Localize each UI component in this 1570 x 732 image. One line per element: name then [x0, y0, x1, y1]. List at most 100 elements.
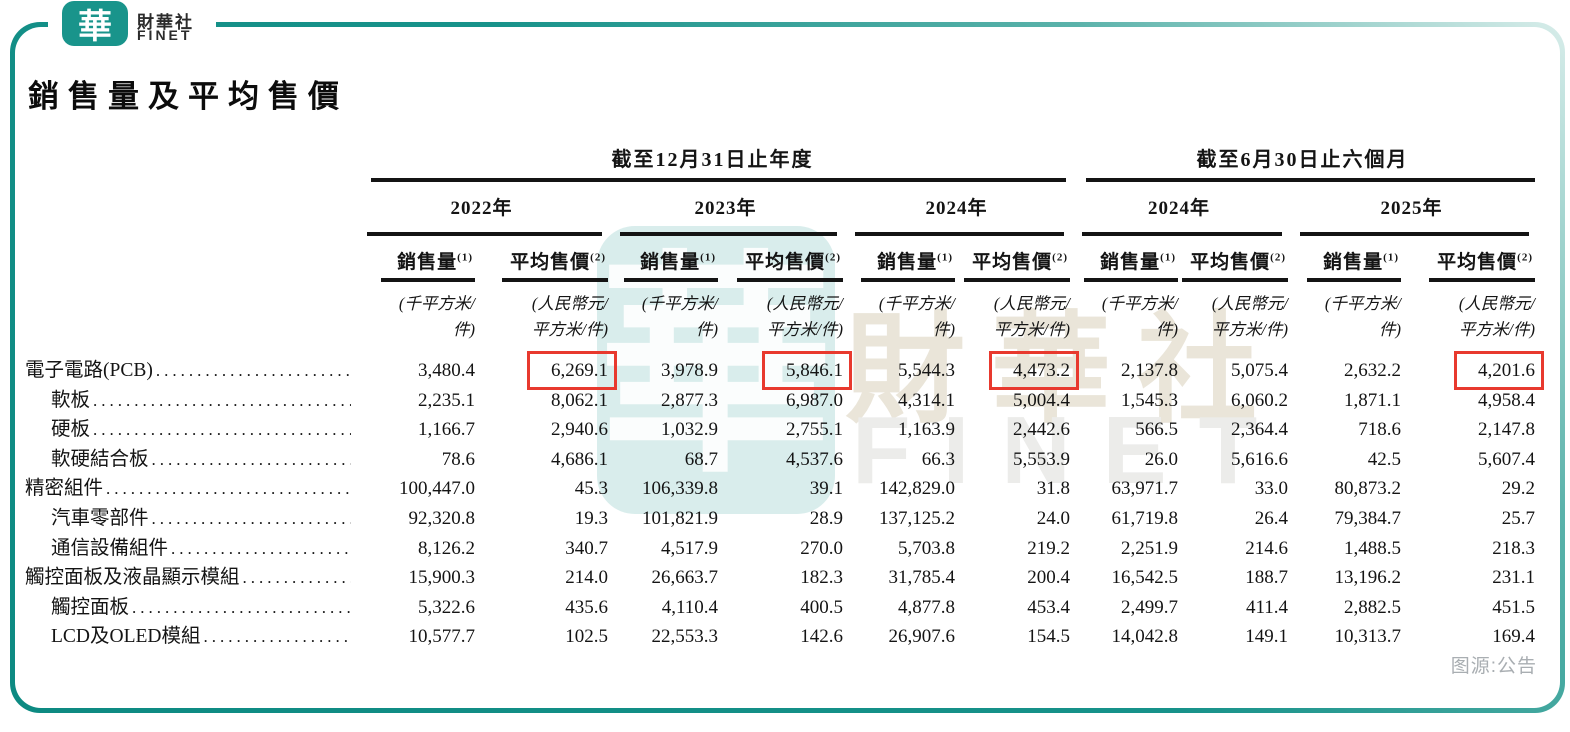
value-cell-r1-c3: 6,987.0	[786, 389, 843, 411]
col-header-volume: 銷售量(1)	[1288, 247, 1401, 274]
group-rule	[1086, 178, 1535, 182]
unit-volume: (千平方米/件)	[1288, 286, 1401, 356]
unit-price: (人民幣元/平方米/件)	[718, 286, 843, 356]
row-label: 電子電路(PCB)	[25, 356, 355, 386]
value-cell-r7-c6: 16,542.5	[1111, 567, 1179, 589]
column-rule	[1084, 278, 1178, 282]
value-cell-r2-c0: 1,166.7	[418, 419, 475, 441]
year-rule	[367, 232, 602, 236]
column-rule	[861, 278, 955, 282]
value-cell-r0-c9: 4,201.6	[1401, 351, 1544, 390]
col-header-label: 銷售量	[640, 252, 701, 273]
table-grid: 截至12月31日止年度 截至6月30日止六個月 2022年 2023年 2024…	[25, 140, 1544, 652]
unit-line: (人民幣元/	[1211, 294, 1288, 313]
watermark-brand-cn: 財華社	[845, 304, 1283, 437]
value-cell-r3-c3: 4,537.6	[786, 448, 843, 470]
value-cell-r4-c1: 45.3	[574, 478, 608, 500]
unit-line: 件)	[1379, 319, 1401, 339]
row-label: 軟板	[25, 386, 355, 416]
unit-line: (人民幣元/	[531, 294, 608, 313]
value-cell-r6-c1: 340.7	[565, 537, 608, 559]
unit-line: (人民幣元/	[1458, 294, 1535, 313]
row-label: 通信設備組件	[25, 534, 355, 564]
value-cell-r7-c8: 13,196.2	[1334, 567, 1402, 589]
row-label: 觸控面板及液晶顯示模組	[25, 563, 355, 593]
row-label: LCD及OLED模組	[25, 622, 355, 652]
col-header-label: 銷售量	[1100, 252, 1161, 273]
col-header-label: 平均售價	[1437, 252, 1518, 273]
unit-line: 平方米/件)	[766, 319, 843, 339]
watermark-brand-en: FINET	[852, 397, 1290, 504]
value-cell-r8-c9: 451.5	[1492, 596, 1535, 618]
col-header-label: 平均售價	[972, 252, 1053, 273]
value-cell-r5-c0: 92,320.8	[408, 507, 476, 529]
value-cell-r9-c8: 10,313.7	[1334, 626, 1402, 648]
unit-line: 平方米/件)	[1211, 319, 1288, 339]
year-rule	[1300, 232, 1529, 236]
year-header-2022: 2022年	[450, 197, 513, 219]
value-cell-r2-c3: 2,755.1	[786, 419, 843, 441]
dot-leader	[149, 504, 351, 534]
value-cell-r4-c2: 106,339.8	[642, 478, 718, 500]
image-source-note: 图源:公告	[1450, 656, 1537, 677]
value-cell-r2-c4: 1,163.9	[898, 419, 955, 441]
value-cell-r0-c8: 2,632.2	[1344, 360, 1401, 381]
value-cell-r4-c7: 33.0	[1254, 478, 1288, 500]
value-cell-r2-c6: 566.5	[1135, 419, 1178, 441]
unit-line: (千平方米/	[641, 294, 718, 313]
watermark-logo-glyph: 華	[598, 239, 834, 500]
col-header-footnote: (2)	[590, 251, 606, 264]
unit-line: (人民幣元/	[993, 294, 1070, 313]
value-cell-r9-c7: 149.1	[1245, 626, 1288, 648]
brand-name-en: FINET	[137, 27, 193, 43]
highlighted-value: 6,269.1	[527, 351, 617, 390]
value-cell-r0-c5: 4,473.2	[955, 351, 1079, 390]
dot-leader	[103, 474, 351, 504]
value-cell-r0-c4: 5,544.3	[898, 360, 955, 381]
year-header-2023: 2023年	[694, 197, 757, 219]
year-rule	[620, 232, 837, 236]
unit-line: 件)	[453, 319, 475, 339]
value-cell-r9-c3: 142.6	[800, 626, 843, 648]
row-label-text: 汽車零部件	[51, 507, 149, 529]
value-cell-r6-c3: 270.0	[800, 537, 843, 559]
value-cell-r9-c1: 102.5	[565, 626, 608, 648]
column-rule	[1429, 278, 1535, 282]
value-cell-r8-c3: 400.5	[800, 596, 843, 618]
value-cell-r4-c0: 100,447.0	[399, 478, 475, 500]
unit-price: (人民幣元/平方米/件)	[475, 286, 608, 356]
value-cell-r5-c2: 101,821.9	[642, 507, 718, 529]
value-cell-r8-c8: 2,882.5	[1344, 596, 1401, 618]
unit-line: (千平方米/	[878, 294, 955, 313]
value-cell-r4-c5: 31.8	[1036, 478, 1070, 500]
unit-line: 件)	[696, 319, 718, 339]
value-cell-r2-c8: 718.6	[1358, 419, 1401, 441]
col-header-volume: 銷售量(1)	[1070, 247, 1178, 274]
dot-leader	[168, 534, 351, 564]
value-cell-r1-c2: 2,877.3	[661, 389, 718, 411]
col-header-label: 銷售量	[877, 252, 938, 273]
value-cell-r8-c5: 453.4	[1027, 596, 1070, 618]
unit-line: (人民幣元/	[766, 294, 843, 313]
finet-logo-glyph: 華	[78, 9, 112, 46]
value-cell-r2-c2: 1,032.9	[661, 419, 718, 441]
col-header-volume: 銷售量(1)	[355, 247, 475, 274]
brand-name-cn: 財華社	[137, 13, 194, 32]
row-label-text: 通信設備組件	[51, 537, 169, 559]
year-rule	[1082, 232, 1282, 236]
value-cell-r5-c8: 79,384.7	[1334, 507, 1402, 529]
value-cell-r8-c6: 2,499.7	[1121, 596, 1178, 618]
column-rule	[1182, 278, 1288, 282]
unit-line: 平方米/件)	[531, 319, 608, 339]
value-cell-r0-c1: 6,269.1	[475, 351, 617, 390]
value-cell-r5-c6: 61,719.8	[1111, 507, 1179, 529]
finet-logo-icon: 華	[62, 1, 128, 46]
value-cell-r2-c7: 2,364.4	[1231, 419, 1288, 441]
value-cell-r3-c5: 5,553.9	[1013, 448, 1070, 470]
column-rule	[964, 278, 1070, 282]
year-header-2025h1: 2025年	[1380, 197, 1443, 219]
col-header-label: 平均售價	[510, 252, 591, 273]
unit-line: 平方米/件)	[1458, 319, 1535, 339]
value-cell-r9-c6: 14,042.8	[1111, 626, 1179, 648]
col-header-footnote: (2)	[1517, 251, 1533, 264]
